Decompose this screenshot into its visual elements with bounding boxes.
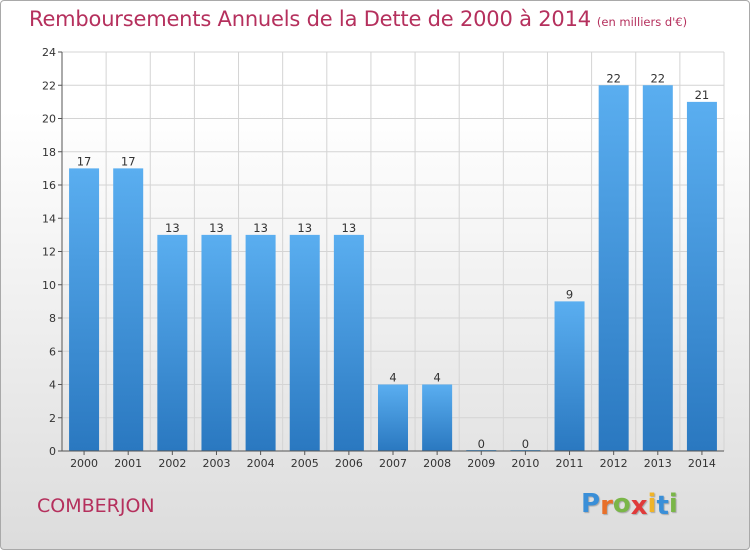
- y-tick-label: 8: [49, 312, 56, 325]
- bar: [157, 234, 188, 451]
- logo-letter: x: [630, 491, 648, 521]
- bar: [554, 301, 585, 451]
- proxiti-logo: Proxiti: [581, 489, 678, 521]
- bar-value-label: 21: [695, 88, 710, 102]
- x-tick-label: 2011: [556, 457, 584, 470]
- logo-letter: o: [612, 489, 631, 519]
- bar: [289, 234, 320, 451]
- bar-value-label: 13: [165, 221, 180, 235]
- y-tick-label: 18: [42, 146, 56, 159]
- x-tick-label: 2001: [114, 457, 142, 470]
- bar-value-label: 0: [478, 437, 485, 451]
- x-tick-label: 2014: [688, 457, 716, 470]
- bar: [113, 168, 144, 451]
- logo-letter: i: [647, 489, 657, 519]
- bar: [598, 85, 629, 451]
- x-tick-label: 2003: [202, 457, 230, 470]
- chart-title: Remboursements Annuels de la Dette de 20…: [29, 7, 687, 31]
- commune-name: COMBERJON: [37, 495, 155, 517]
- bar: [378, 384, 408, 451]
- logo-letter: r: [600, 491, 613, 521]
- y-tick-label: 20: [42, 113, 56, 126]
- y-tick-label: 4: [49, 379, 56, 392]
- bar-value-label: 13: [297, 221, 312, 235]
- bar-value-label: 22: [606, 71, 621, 85]
- bar-value-label: 17: [121, 154, 136, 168]
- y-tick-label: 22: [42, 79, 56, 92]
- bar-value-label: 4: [389, 371, 396, 385]
- y-tick-label: 14: [42, 212, 56, 225]
- x-tick-label: 2012: [600, 457, 628, 470]
- logo-letter: t: [656, 491, 669, 521]
- bar-value-label: 17: [77, 154, 92, 168]
- bar-value-label: 0: [522, 437, 529, 451]
- bar: [245, 234, 276, 451]
- x-tick-label: 2005: [291, 457, 319, 470]
- bar: [642, 85, 673, 451]
- y-tick-label: 0: [49, 445, 56, 458]
- bar-value-label: 13: [253, 221, 268, 235]
- bar: [333, 234, 364, 451]
- bar-value-label: 9: [566, 287, 573, 301]
- x-tick-label: 2010: [511, 457, 539, 470]
- x-tick-label: 2007: [379, 457, 407, 470]
- y-tick-label: 16: [42, 179, 56, 192]
- bar-value-label: 4: [433, 371, 440, 385]
- y-tick-label: 24: [42, 46, 56, 59]
- x-tick-label: 2004: [247, 457, 275, 470]
- logo-letter: P: [581, 489, 601, 519]
- bar: [69, 168, 100, 451]
- y-tick-label: 12: [42, 246, 56, 259]
- logo-letter: i: [668, 489, 678, 519]
- y-tick-label: 2: [49, 412, 56, 425]
- x-tick-label: 2000: [70, 457, 98, 470]
- bar-value-label: 13: [209, 221, 224, 235]
- bar: [686, 101, 717, 451]
- x-tick-label: 2008: [423, 457, 451, 470]
- y-tick-label: 10: [42, 279, 56, 292]
- bar-value-label: 22: [650, 71, 665, 85]
- bar: [201, 234, 232, 451]
- chart-title-text: Remboursements Annuels de la Dette de 20…: [29, 7, 591, 31]
- x-tick-label: 2002: [158, 457, 186, 470]
- chart-subtitle: (en milliers d'€): [596, 15, 688, 29]
- bar-value-label: 13: [342, 221, 357, 235]
- bar: [422, 384, 453, 451]
- x-tick-label: 2006: [335, 457, 363, 470]
- y-tick-label: 6: [49, 345, 56, 358]
- bar-layer: 17 17 13 13 13 13 13 4 4 0 0 9 22 22 21: [69, 71, 717, 451]
- x-tick-label: 2009: [467, 457, 495, 470]
- x-tick-label: 2013: [644, 457, 672, 470]
